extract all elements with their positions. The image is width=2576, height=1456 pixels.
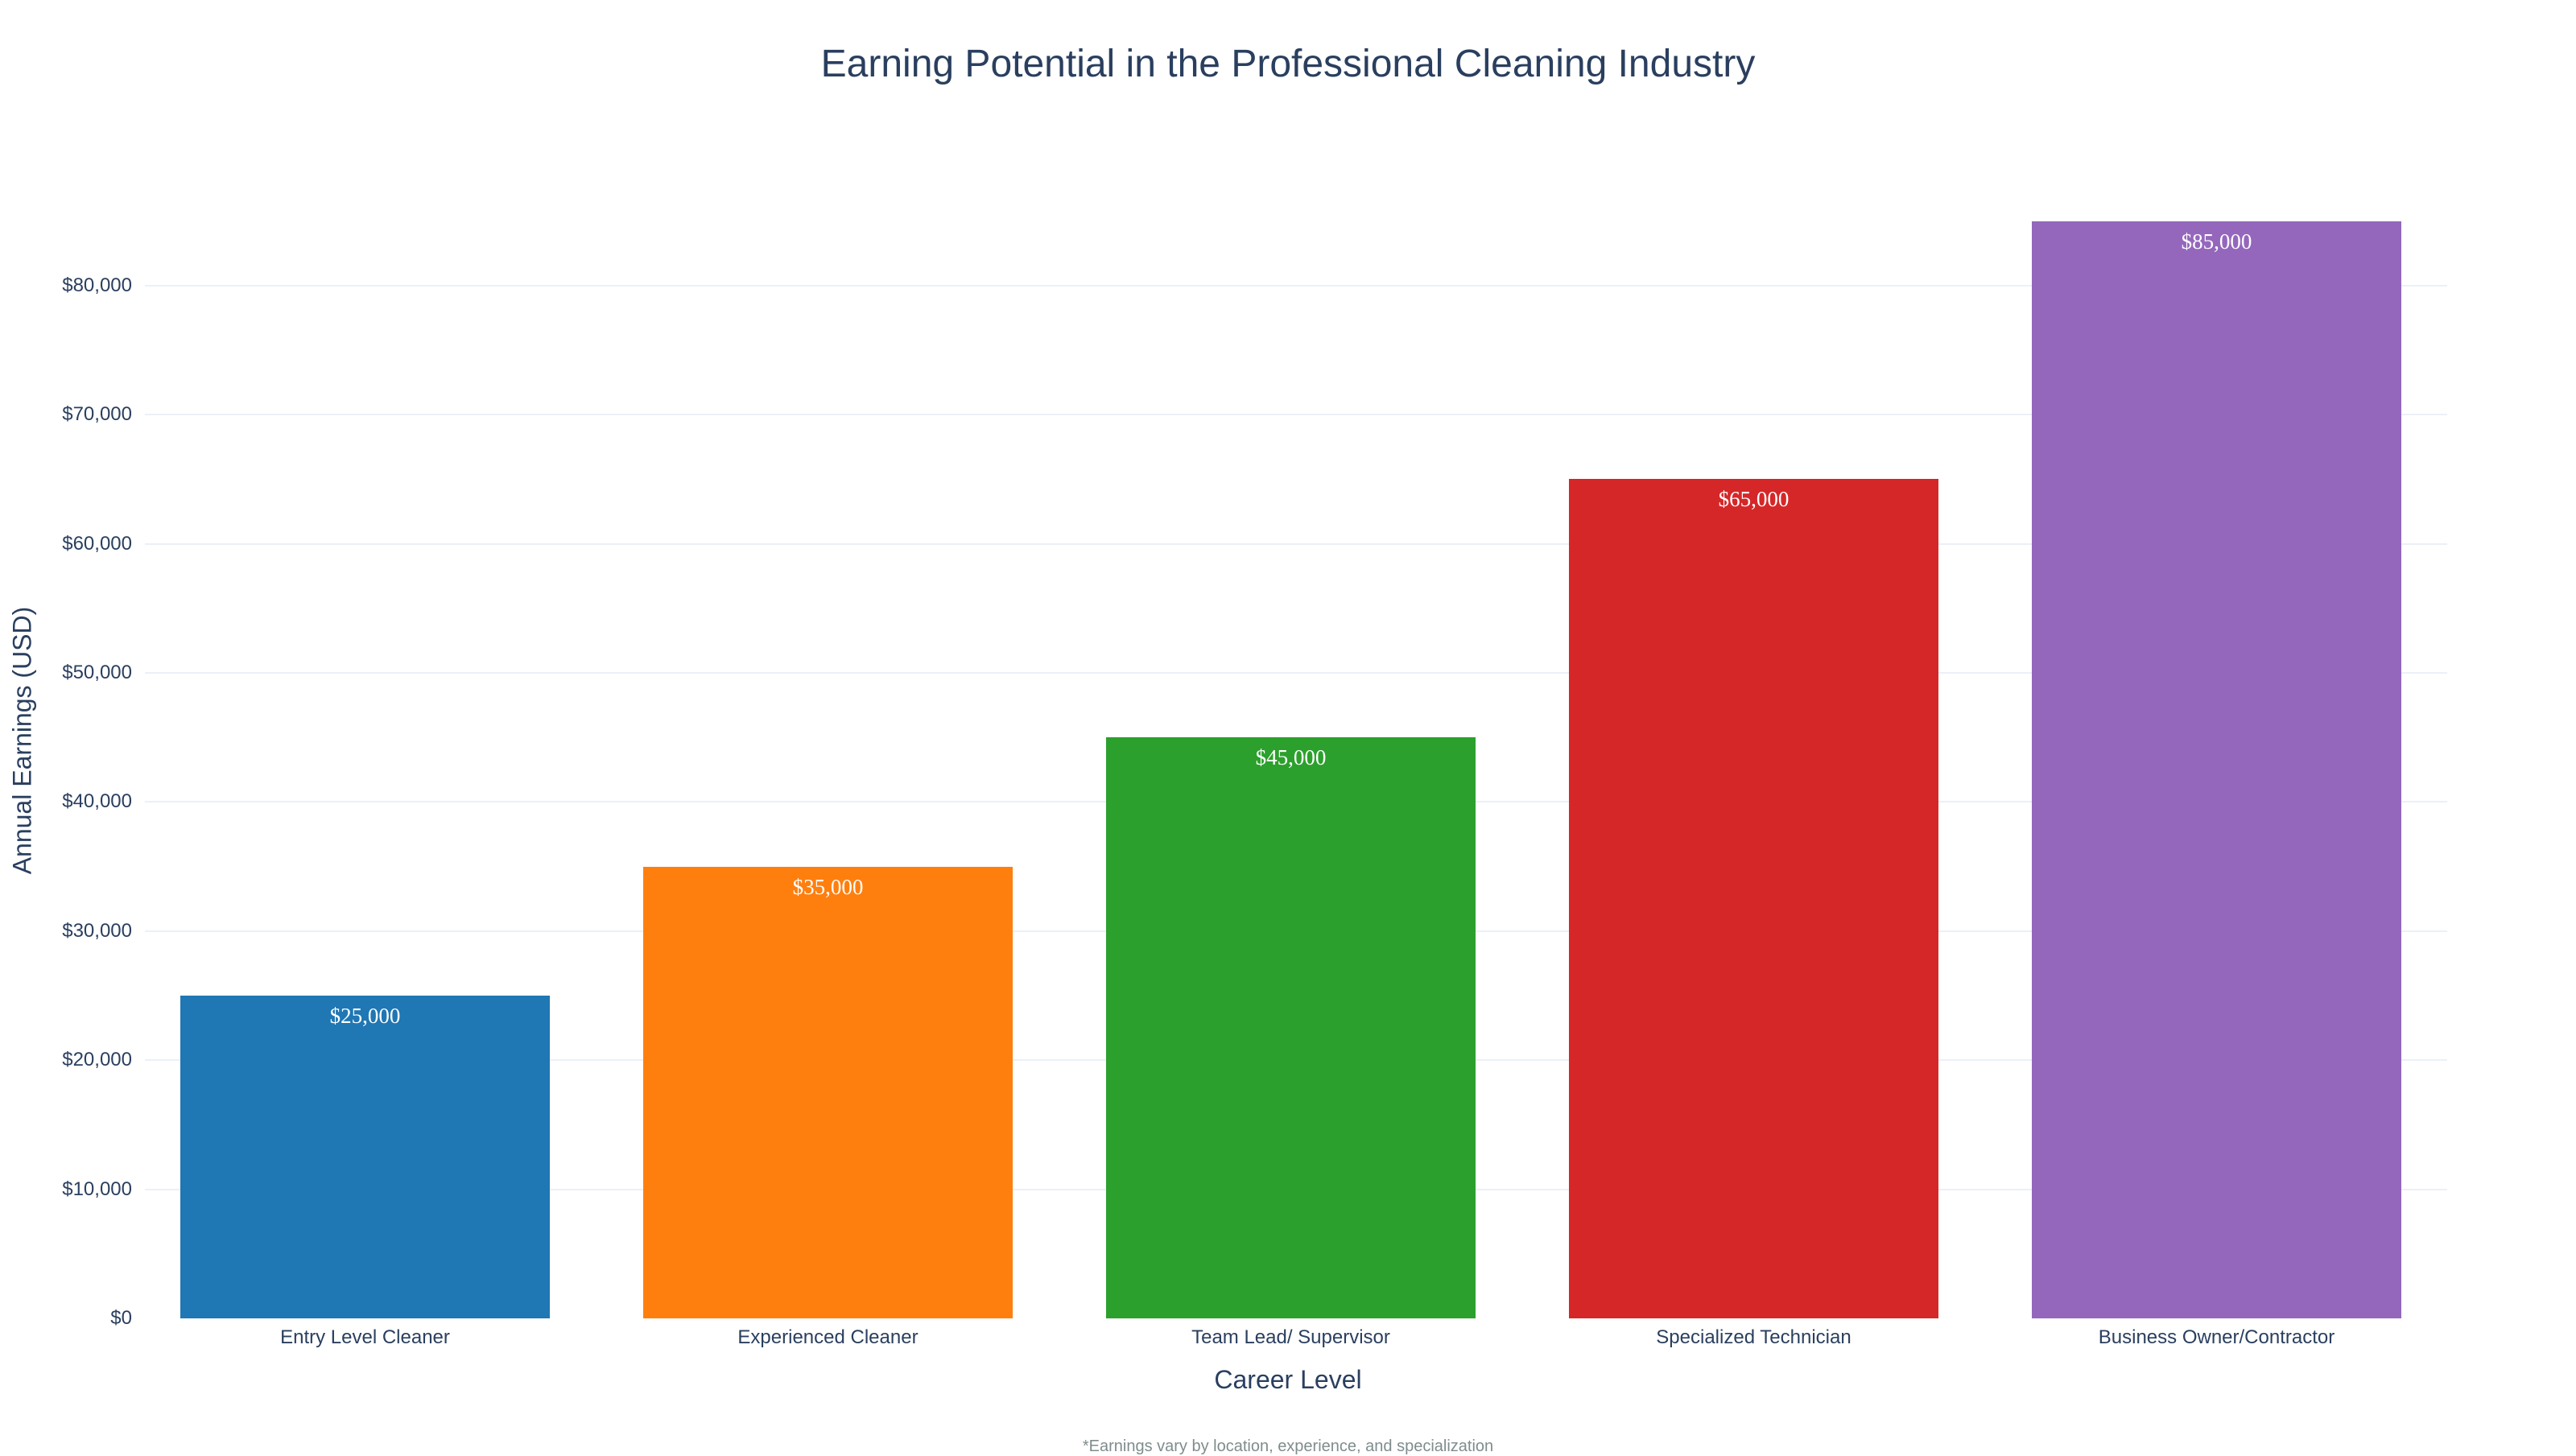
bar-value-label: $85,000	[2181, 229, 2252, 254]
x-tick-label: Team Lead/ Supervisor	[1191, 1326, 1390, 1348]
gridline	[145, 542, 2447, 545]
y-tick-label: $80,000	[62, 274, 132, 296]
y-tick-label: $60,000	[62, 532, 132, 555]
gridline	[145, 414, 2447, 416]
x-tick-label: Business Owner/Contractor	[2098, 1326, 2335, 1348]
bar[interactable]: $25,000	[180, 996, 550, 1318]
bar-value-label: $65,000	[1718, 487, 1790, 512]
y-tick-label: $30,000	[62, 919, 132, 942]
bar[interactable]: $65,000	[1569, 479, 1938, 1318]
x-axis-title: Career Level	[1214, 1365, 1362, 1394]
y-tick-label: $10,000	[62, 1178, 132, 1200]
gridline	[145, 672, 2447, 674]
y-tick-label: $40,000	[62, 790, 132, 813]
x-tick-label: Entry Level Cleaner	[280, 1326, 450, 1348]
bar-value-label: $45,000	[1255, 745, 1327, 770]
y-tick-label: $70,000	[62, 403, 132, 426]
bar[interactable]: $85,000	[2032, 221, 2401, 1318]
footnote-annotation: *Earnings vary by location, experience, …	[1082, 1437, 1494, 1455]
y-axis-title: Annual Earnings (USD)	[7, 606, 37, 875]
x-tick-label: Specialized Technician	[1656, 1326, 1852, 1348]
bar-value-label: $25,000	[329, 1004, 401, 1028]
bar-value-label: $35,000	[792, 874, 864, 899]
gridline	[145, 284, 2447, 287]
y-tick-label: $0	[110, 1307, 132, 1329]
y-tick-label: $20,000	[62, 1049, 132, 1071]
x-tick-label: Experienced Cleaner	[737, 1326, 919, 1348]
bar[interactable]: $45,000	[1106, 737, 1476, 1318]
y-tick-label: $50,000	[62, 662, 132, 683]
chart-title: Earning Potential in the Professional Cl…	[820, 43, 1756, 85]
bar[interactable]: $35,000	[643, 866, 1013, 1318]
